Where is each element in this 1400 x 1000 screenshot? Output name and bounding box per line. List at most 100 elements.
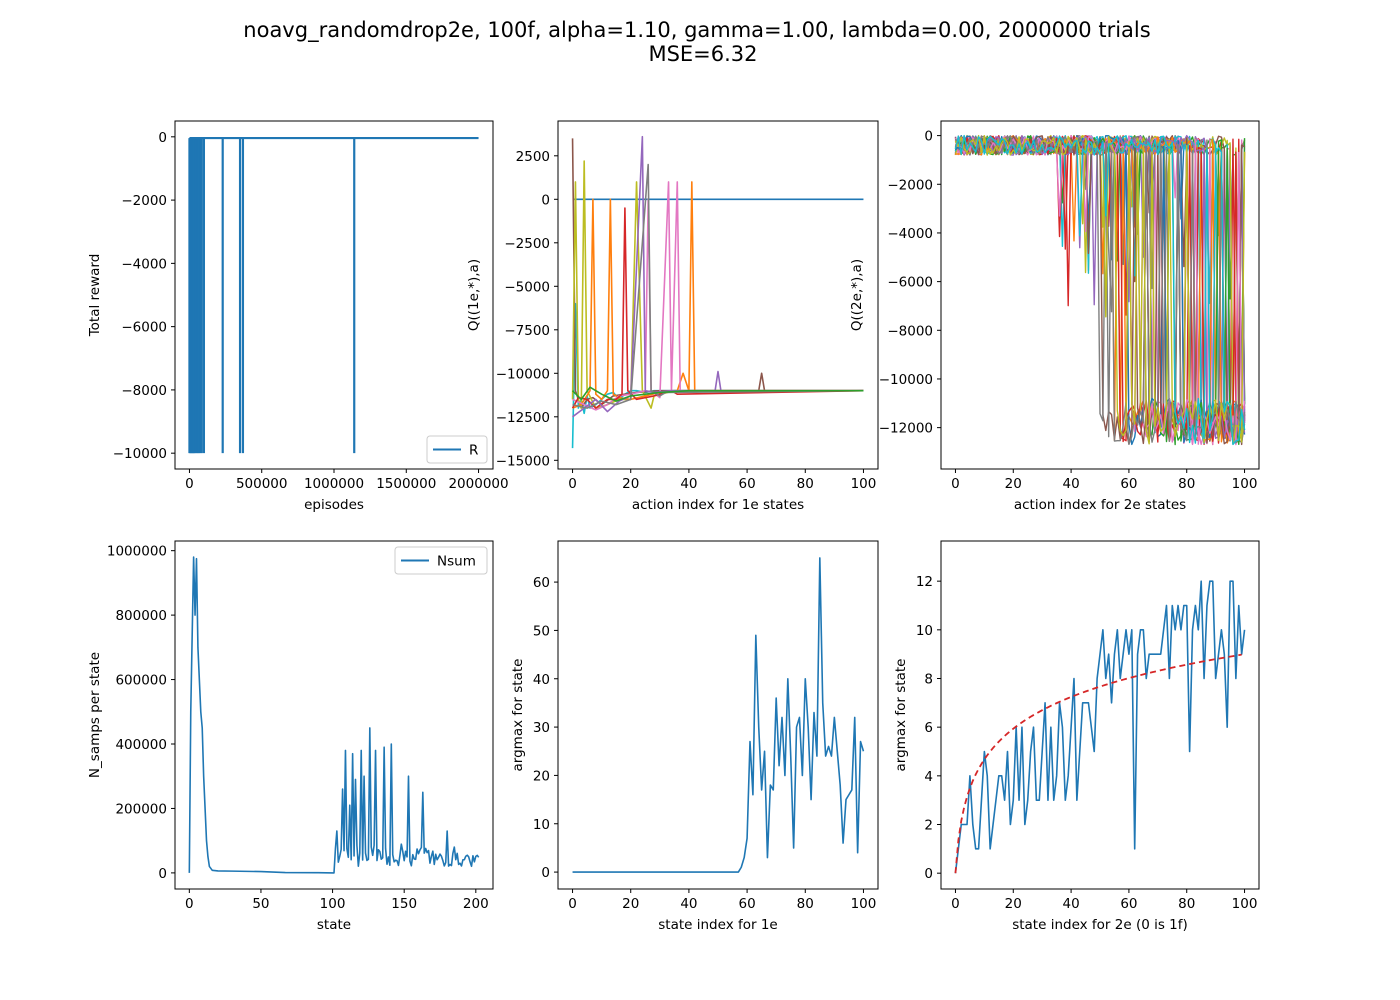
x-tick-label: 60 bbox=[738, 476, 755, 492]
x-tick-label: 50 bbox=[252, 896, 269, 912]
y-axis-label: argmax for state bbox=[510, 659, 526, 772]
legend: R bbox=[426, 435, 488, 464]
x-tick-label: 0 bbox=[568, 476, 577, 492]
subplot-q1e: 0 20 40 60 80 100 2500 0 −2500 −5000 −7500 −10000 −1… bbox=[466, 120, 879, 513]
y-tick-label: −4000 bbox=[887, 226, 933, 242]
x-axis-label: state index for 2e (0 is 1f) bbox=[1012, 917, 1188, 933]
plot-area-q1e bbox=[571, 135, 864, 449]
y-tick-label: 40 bbox=[533, 672, 550, 688]
y-tick-label: 8 bbox=[924, 671, 933, 687]
x-tick-label: 40 bbox=[1062, 896, 1079, 912]
series-line bbox=[572, 181, 864, 409]
x-tick-label: 100 bbox=[851, 476, 877, 492]
subplot-nsum: 0 50 100 150 200 0 200000 400000 600000 800000 100… bbox=[87, 540, 494, 933]
y-axis-label: Q((2e,*),a) bbox=[849, 259, 865, 331]
x-axis-label: action index for 2e states bbox=[1014, 497, 1186, 513]
x-tick-label: 40 bbox=[680, 476, 697, 492]
x-tick-label: 20 bbox=[1005, 476, 1022, 492]
plot-area-nsum bbox=[188, 556, 480, 874]
axes-frame bbox=[557, 540, 879, 890]
y-tick-label: −8000 bbox=[887, 323, 933, 339]
series-line bbox=[572, 163, 864, 409]
x-axis-label: state index for 1e bbox=[658, 917, 777, 933]
y-tick-label: −8000 bbox=[121, 383, 167, 399]
series-line bbox=[571, 386, 864, 402]
plot-area-q2e bbox=[954, 134, 1246, 446]
series-line bbox=[571, 138, 864, 409]
x-tick-label: 80 bbox=[797, 896, 814, 912]
x-axis-label: action index for 1e states bbox=[632, 497, 804, 513]
fit-line bbox=[954, 653, 1242, 874]
x-tick-label: 100 bbox=[851, 896, 877, 912]
subplot-argmax1e: 0 20 40 60 80 100 0 10 20 30 40 50 60 state index for… bbox=[510, 540, 879, 933]
y-tick-label: −6000 bbox=[121, 320, 167, 336]
y-tick-label: −2000 bbox=[887, 177, 933, 193]
x-tick-label: 1000000 bbox=[304, 476, 364, 492]
y-tick-label: −10000 bbox=[496, 366, 550, 382]
subplot-reward: 0 500000 1000000 1500000 2000000 0 −2000 −4000 −… bbox=[87, 120, 509, 513]
y-tick-label: 10 bbox=[533, 817, 550, 833]
y-tick-label: 0 bbox=[158, 866, 167, 882]
x-tick-label: 60 bbox=[1120, 896, 1137, 912]
y-tick-label: −4000 bbox=[121, 256, 167, 272]
y-tick-label: 4 bbox=[924, 769, 933, 785]
y-tick-label: −2000 bbox=[121, 193, 167, 209]
y-tick-label: 800000 bbox=[115, 608, 167, 624]
axes-frame bbox=[557, 120, 879, 470]
series-line-Nsum bbox=[188, 556, 480, 874]
figure-subtitle: MSE=6.32 bbox=[648, 42, 757, 66]
x-tick-label: 60 bbox=[738, 896, 755, 912]
x-tick-label: 40 bbox=[680, 896, 697, 912]
x-tick-label: 80 bbox=[797, 476, 814, 492]
series-line bbox=[954, 580, 1246, 874]
x-tick-label: 200 bbox=[463, 896, 489, 912]
series-line bbox=[571, 207, 864, 409]
legend-label: Nsum bbox=[437, 554, 476, 570]
y-tick-label: 400000 bbox=[115, 737, 167, 753]
legend-label: R bbox=[469, 443, 478, 459]
y-tick-label: −6000 bbox=[887, 275, 933, 291]
x-tick-label: 100 bbox=[1232, 896, 1258, 912]
x-tick-label: 0 bbox=[185, 896, 194, 912]
y-tick-label: 0 bbox=[541, 192, 550, 208]
y-axis-label: Q((1e,*),a) bbox=[466, 259, 482, 331]
x-tick-label: 80 bbox=[1178, 896, 1195, 912]
y-tick-label: −5000 bbox=[504, 279, 550, 295]
axes-frame bbox=[940, 120, 1260, 470]
y-tick-label: 0 bbox=[158, 130, 167, 146]
y-axis-label: N_samps per state bbox=[87, 652, 103, 778]
x-tick-label: 20 bbox=[622, 896, 639, 912]
x-tick-label: 80 bbox=[1178, 476, 1195, 492]
x-tick-label: 60 bbox=[1120, 476, 1137, 492]
y-tick-label: 6 bbox=[924, 720, 933, 736]
legend-box bbox=[394, 546, 488, 575]
y-tick-label: 600000 bbox=[115, 673, 167, 689]
x-tick-label: 100 bbox=[1232, 476, 1258, 492]
y-tick-label: 200000 bbox=[115, 801, 167, 817]
x-axis-label: episodes bbox=[304, 497, 364, 513]
y-axis-label: Total reward bbox=[87, 254, 103, 338]
y-tick-label: 50 bbox=[533, 623, 550, 639]
subplot-argmax2e: 0 20 40 60 80 100 0 2 4 6 8 10 12 state index for 2e … bbox=[893, 540, 1260, 933]
plot-area-argmax2e bbox=[954, 580, 1246, 874]
x-tick-label: 0 bbox=[951, 896, 960, 912]
y-tick-label: 30 bbox=[533, 720, 550, 736]
axes-frame bbox=[174, 540, 494, 890]
series-line bbox=[572, 557, 865, 873]
x-tick-label: 0 bbox=[951, 476, 960, 492]
x-tick-label: 150 bbox=[391, 896, 417, 912]
x-tick-label: 1500000 bbox=[376, 476, 436, 492]
figure-title: noavg_randomdrop2e, 100f, alpha=1.10, ga… bbox=[243, 18, 1150, 43]
x-tick-label: 40 bbox=[1062, 476, 1079, 492]
y-tick-label: 12 bbox=[916, 574, 933, 590]
y-tick-label: 0 bbox=[924, 129, 933, 145]
y-tick-label: 0 bbox=[541, 865, 550, 881]
y-tick-label: −10000 bbox=[113, 446, 167, 462]
series-line-q2e bbox=[954, 134, 1246, 446]
series-line bbox=[571, 160, 864, 409]
y-tick-label: 20 bbox=[533, 768, 550, 784]
y-tick-label: 1000000 bbox=[107, 544, 167, 560]
y-tick-label: −2500 bbox=[504, 236, 550, 252]
x-tick-label: 20 bbox=[1005, 896, 1022, 912]
